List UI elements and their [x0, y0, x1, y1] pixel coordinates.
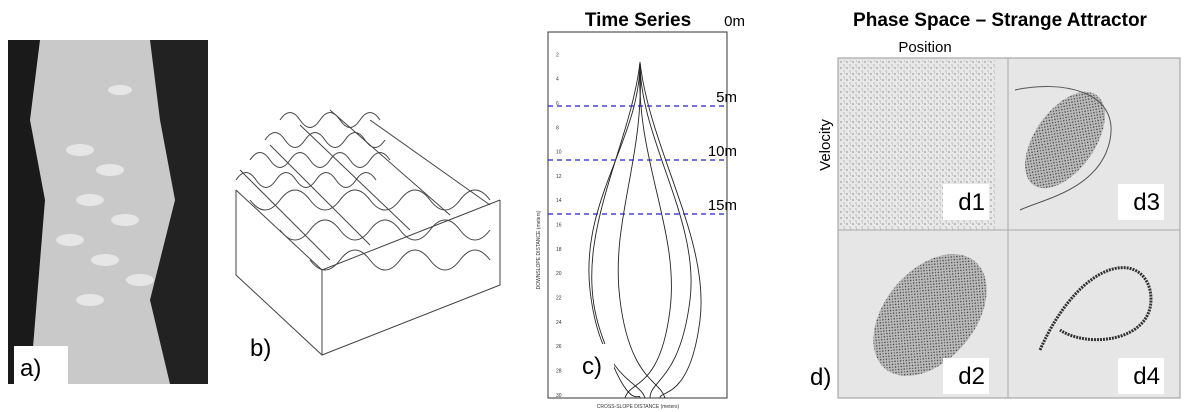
plot-frame: [547, 31, 728, 399]
panel-label: a): [20, 355, 41, 382]
depth-marker: 10m: [708, 143, 737, 160]
y-tick-label: 2: [556, 52, 559, 58]
panel-label: c): [582, 353, 602, 380]
y-tick-label: 16: [556, 223, 562, 229]
y-tick-label: 30: [556, 393, 562, 399]
label-box: [943, 184, 989, 220]
y-tick-label: 22: [556, 296, 562, 302]
y-tick-label: 26: [556, 344, 562, 350]
y-tick-label: 14: [556, 198, 562, 204]
panel-label: b): [250, 335, 271, 362]
y-tick-label: 6: [556, 101, 559, 107]
subpanel-label: d1: [958, 189, 985, 216]
depth-marker: 0m: [724, 13, 745, 30]
panel-a: a): [8, 40, 208, 386]
panel-title: Time Series: [585, 10, 691, 31]
panel-label: d): [810, 364, 831, 391]
x-axis-label: CROSS-SLOPE DISTANCE (meters): [597, 404, 680, 410]
y-axis-label: Velocity: [817, 119, 834, 171]
y-tick-label: 28: [556, 368, 562, 374]
panel-title: Phase Space – Strange Attractor: [853, 10, 1148, 31]
subpanel-label: d4: [1133, 363, 1160, 390]
y-tick-label: 10: [556, 150, 562, 156]
y-tick-label: 20: [556, 271, 562, 277]
label-box: [1118, 184, 1164, 220]
subpanel-label: d2: [958, 363, 985, 390]
y-tick-label: 4: [556, 77, 559, 83]
depth-marker: 5m: [716, 89, 737, 106]
label-box: [943, 358, 989, 394]
x-axis-label: Position: [898, 39, 951, 56]
y-tick-label: 8: [556, 125, 559, 131]
y-tick-label: 18: [556, 247, 562, 253]
y-axis-label: DOWNSLOPE DISTANCE (meters): [536, 210, 542, 289]
depth-marker: 15m: [708, 197, 737, 214]
y-tick-label: 12: [556, 174, 562, 180]
label-box: [1118, 358, 1164, 394]
subpanel-label: d3: [1133, 189, 1160, 216]
panel-b: b): [235, 109, 501, 362]
y-tick-label: 24: [556, 320, 562, 326]
panel-d: Phase Space – Strange Attractor Position…: [810, 10, 1181, 399]
